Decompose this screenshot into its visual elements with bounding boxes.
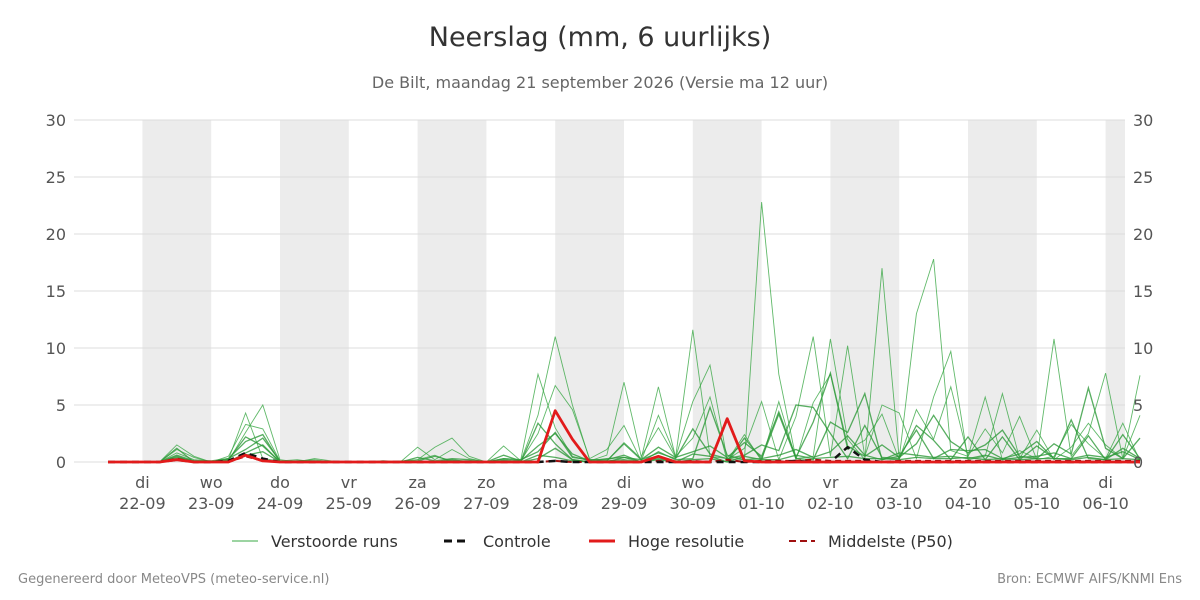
y-axis-ticks: 0 0 5 5 10 10 15 15 20 20 25 25 30 30 [46,111,1154,472]
x-tick-date: 29-09 [601,494,648,513]
x-tick-day: wo [681,473,704,492]
x-axis-ticks: di 22-09 wo 23-09 do 24-09 vr 25-09 za 26-09 zo 27-… [119,473,1129,513]
ensemble-run-line [108,336,1141,463]
legend: Verstoorde runs Controle Hoge resolutie Mid… [232,532,953,551]
x-tick-day: wo [200,473,223,492]
x-tick-day: za [890,473,908,492]
y-tick-label-right: 30 [1133,111,1153,130]
x-tick-date: 01-10 [738,494,785,513]
chart-subtitle: De Bilt, maandag 21 september 2026 (Vers… [371,73,829,92]
x-tick-date: 04-10 [945,494,992,513]
x-tick-day: di [1098,473,1113,492]
y-tick-label-left: 25 [46,168,66,187]
x-tick-day: do [270,473,290,492]
x-tick-date: 02-10 [807,494,854,513]
x-tick-date: 26-09 [394,494,441,513]
x-tick-day: ma [543,473,568,492]
y-tick-label-right: 10 [1133,339,1153,358]
footer-generated-by: Gegenereerd door MeteoVPS (meteo-service… [18,572,330,587]
x-tick-date: 06-10 [1082,494,1129,513]
y-tick-label-left: 0 [56,453,66,472]
gridlines [74,119,1125,463]
legend-label-control: Controle [483,532,551,551]
y-tick-label-left: 10 [46,339,66,358]
x-tick-day: di [617,473,632,492]
x-tick-day: zo [959,473,977,492]
footer-source: Bron: ECMWF AIFS/KNMI Ens [997,572,1182,587]
y-tick-label-left: 5 [56,396,66,415]
legend-label-high-res: Hoge resolutie [628,532,744,551]
chart-title: Neerslag (mm, 6 uurlijks) [428,22,772,53]
y-tick-label-left: 15 [46,282,66,301]
y-tick-label-right: 5 [1133,396,1143,415]
y-tick-label-right: 25 [1133,168,1153,187]
x-tick-day: do [752,473,772,492]
x-tick-day: di [135,473,150,492]
x-tick-date: 27-09 [463,494,510,513]
y-tick-label-left: 30 [46,111,66,130]
x-tick-date: 28-09 [532,494,579,513]
x-tick-day: ma [1024,473,1049,492]
y-tick-label-right: 15 [1133,282,1153,301]
x-tick-date: 23-09 [188,494,235,513]
x-tick-date: 05-10 [1014,494,1061,513]
y-tick-label-right: 0 [1133,453,1143,472]
main-lines [108,409,1140,464]
high-res-line [108,409,1140,464]
x-tick-day: za [408,473,426,492]
x-tick-date: 24-09 [257,494,304,513]
x-tick-day: vr [822,473,838,492]
x-tick-day: vr [341,473,357,492]
x-tick-date: 30-09 [670,494,717,513]
y-tick-label-left: 20 [46,225,66,244]
x-tick-day: zo [477,473,495,492]
x-tick-date: 03-10 [876,494,923,513]
y-tick-label-right: 20 [1133,225,1153,244]
legend-label-median: Middelste (P50) [828,532,953,551]
x-tick-date: 25-09 [326,494,373,513]
x-tick-date: 22-09 [119,494,166,513]
legend-label-ensemble: Verstoorde runs [271,532,398,551]
